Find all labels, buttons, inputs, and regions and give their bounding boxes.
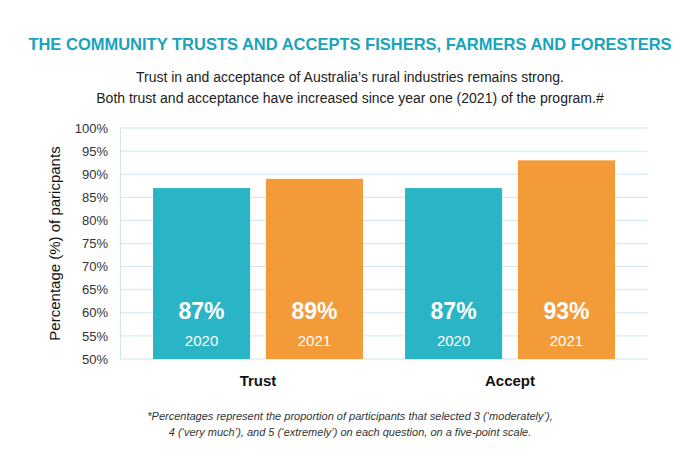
subtitle: Both trust and acceptance have increased…: [96, 90, 604, 106]
y-tick-label: 95%: [82, 144, 108, 159]
data-labels: 87% 2020 87% 2020 89% 2021 93% 2021: [179, 298, 590, 349]
chart: THE COMMUNITY TRUSTS AND ACCEPTS FISHERS…: [0, 0, 700, 467]
y-tick: 60%: [82, 305, 120, 320]
y-axis-line: [120, 129, 121, 360]
y-tick-label: 55%: [82, 329, 108, 344]
y-tick-label: 70%: [82, 259, 108, 274]
series-label: 2021: [550, 332, 583, 349]
y-axis-title: Percentage (%) of paricpants: [46, 146, 63, 340]
bar: [266, 179, 363, 359]
y-tick: 95%: [82, 144, 120, 159]
data-label: 89%: [291, 298, 337, 324]
y-tick-label: 50%: [82, 352, 108, 367]
title: THE COMMUNITY TRUSTS AND ACCEPTS FISHERS…: [28, 35, 671, 53]
y-tick: 100%: [75, 121, 120, 136]
y-tick-label: 60%: [82, 305, 108, 320]
series-label: 2020: [437, 332, 470, 349]
grid-line: [120, 128, 648, 129]
y-tick-label: 75%: [82, 236, 108, 251]
y-tick: 80%: [82, 213, 120, 228]
x-tick: Trust: [240, 359, 277, 389]
bars: [153, 160, 615, 359]
bar: [518, 160, 615, 359]
grid: [120, 128, 648, 359]
bar: [153, 188, 250, 359]
y-tick-label: 65%: [82, 282, 108, 297]
x-tick-label: Trust: [240, 372, 277, 389]
y-tick-label: 85%: [82, 190, 108, 205]
y-tick: 55%: [82, 329, 120, 344]
y-tick: 75%: [82, 236, 120, 251]
data-label: 93%: [543, 298, 589, 324]
y-tick: 90%: [82, 167, 120, 182]
y-tick: 50%: [82, 352, 120, 367]
footnote: 4 (‘very much’), and 5 (‘extremely’) on …: [169, 426, 532, 438]
data-label: 87%: [431, 298, 477, 324]
x-tick-label: Accept: [485, 372, 535, 389]
footnote: *Percentages represent the proportion of…: [147, 410, 552, 422]
y-axis: 50% 55% 60% 65% 70% 75% 80% 85% 90% 95% 100%: [75, 121, 121, 367]
y-tick: 70%: [82, 259, 120, 274]
y-tick-label: 90%: [82, 167, 108, 182]
series-label: 2020: [185, 332, 218, 349]
y-tick: 85%: [82, 190, 120, 205]
y-tick-label: 100%: [75, 121, 109, 136]
subtitle: Trust in and acceptance of Australia’s r…: [136, 69, 564, 85]
x-tick: Accept: [485, 359, 535, 389]
y-tick: 65%: [82, 282, 120, 297]
y-tick-label: 80%: [82, 213, 108, 228]
bar: [405, 188, 502, 359]
grid-line: [120, 151, 648, 152]
x-axis: Trust Accept: [240, 359, 535, 389]
series-label: 2021: [298, 332, 331, 349]
data-label: 87%: [179, 298, 225, 324]
